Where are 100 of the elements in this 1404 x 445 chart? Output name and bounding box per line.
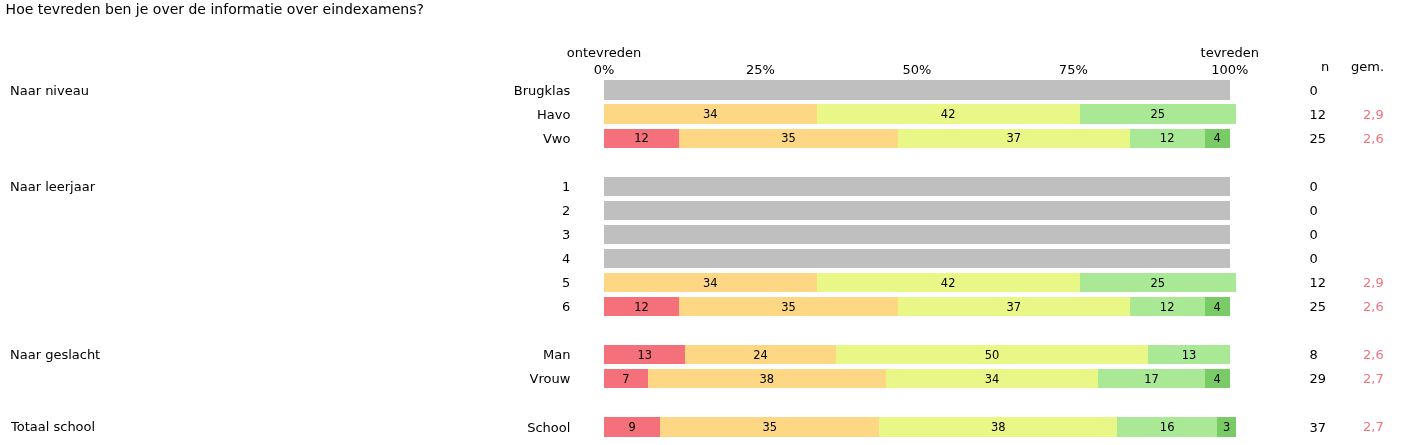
- text: 2,7: [1363, 371, 1384, 386]
- text: Naar niveau: [10, 83, 89, 98]
- data-label: 25: [1150, 275, 1166, 290]
- bar: [685, 345, 836, 365]
- data-label: 16: [1159, 419, 1175, 434]
- bar: [879, 417, 1118, 437]
- bar: [604, 224, 1230, 245]
- data-label: 12: [634, 131, 649, 146]
- bar: [604, 248, 1230, 269]
- x-tick-label: 75%: [1058, 62, 1088, 78]
- bar: [1217, 417, 1236, 437]
- data-label: 25: [1150, 107, 1166, 122]
- y2-tick-label: 0: [1309, 251, 1318, 267]
- y-tick-label: 2: [562, 202, 571, 218]
- data-label: 42: [940, 107, 956, 122]
- bar: [1079, 272, 1236, 293]
- y2-tick-label: 12: [1309, 275, 1327, 291]
- bar: [604, 200, 1230, 220]
- data-label: 38: [759, 371, 774, 386]
- text: 2,9: [1363, 107, 1384, 122]
- bar: [835, 345, 1149, 365]
- bar: [1117, 417, 1218, 437]
- y-tick-label: Havo: [537, 106, 571, 122]
- y2-tick-label: 29: [1309, 371, 1327, 387]
- data-label: 34: [984, 371, 1000, 386]
- bar: [1079, 104, 1236, 124]
- bar: [1148, 345, 1230, 365]
- y-tick-label: School: [527, 419, 571, 435]
- data-label: 7: [622, 371, 630, 386]
- data-label: 34: [703, 275, 718, 290]
- bar: [679, 297, 899, 317]
- data-label: 35: [781, 131, 796, 146]
- y-tick-label: 3: [562, 226, 571, 242]
- text: n: [1321, 59, 1330, 74]
- y2-tick-label: 0: [1309, 178, 1318, 194]
- data-label: 42: [940, 275, 956, 290]
- bar: [604, 104, 817, 124]
- bar: [898, 297, 1130, 317]
- x-tick-label: ontevreden 0%: [566, 45, 642, 78]
- x-tick-label: 25%: [745, 62, 775, 78]
- y-tick-label: Vwo: [542, 130, 571, 146]
- x-tick-label: 50%: [902, 62, 932, 78]
- bar: [679, 128, 899, 148]
- text: Naar geslacht: [10, 347, 101, 362]
- bar: [604, 297, 680, 317]
- text: Hoe tevreden ben je over de informatie over eindexamens?: [5, 1, 424, 18]
- data-label: 13: [637, 347, 652, 362]
- y2-tick-label: 0: [1309, 82, 1318, 98]
- y-tick-label: 5: [562, 275, 571, 291]
- bar: [660, 417, 880, 437]
- text: 2,6: [1363, 347, 1384, 362]
- bar: [604, 272, 817, 293]
- x-tick-label: tevreden 100%: [1200, 45, 1259, 78]
- y2-tick-label: 37: [1309, 419, 1327, 435]
- data-label: 3: [1222, 419, 1231, 434]
- data-label: 17: [1144, 371, 1159, 386]
- data-label: 12: [634, 299, 649, 314]
- text: 2,6: [1363, 299, 1384, 314]
- text: 2,9: [1363, 275, 1384, 290]
- bar: [604, 417, 661, 437]
- bar: [604, 128, 680, 148]
- bar: [816, 272, 1080, 293]
- text: Totaal school: [10, 419, 96, 434]
- text: 2,7: [1363, 419, 1384, 434]
- y-tick-label: Vrouw: [529, 371, 571, 387]
- text: Naar leerjaar: [10, 179, 96, 194]
- text: 2,6: [1363, 131, 1384, 146]
- data-label: 4: [1213, 299, 1221, 314]
- y2-tick-label: 8: [1309, 347, 1318, 363]
- bar: [1204, 369, 1230, 389]
- text: gem.: [1351, 59, 1385, 74]
- data-label: 13: [1181, 347, 1197, 362]
- data-label: 4: [1213, 131, 1221, 146]
- data-label: 38: [990, 419, 1006, 434]
- y-tick-label: 4: [562, 251, 571, 267]
- bar: [1129, 297, 1205, 317]
- data-label: 4: [1213, 371, 1221, 386]
- data-label: 24: [753, 347, 768, 362]
- y-tick-label: 6: [562, 299, 571, 315]
- y2-tick-label: 0: [1309, 226, 1318, 242]
- bar: [1129, 128, 1205, 148]
- data-label: 35: [781, 299, 796, 314]
- data-label: 37: [1006, 299, 1022, 314]
- bar: [885, 369, 1099, 389]
- data-label: 12: [1159, 131, 1175, 146]
- y-tick-label: 1: [562, 178, 571, 194]
- data-label: 35: [762, 419, 778, 434]
- bar: [604, 176, 1230, 196]
- bar: [816, 104, 1080, 124]
- y2-tick-label: 25: [1309, 299, 1327, 315]
- bar: [604, 80, 1230, 100]
- data-label: 37: [1006, 131, 1022, 146]
- y2-tick-label: 12: [1309, 106, 1327, 122]
- y-tick-label: Man: [542, 347, 571, 363]
- data-label: 50: [984, 347, 1000, 362]
- y2-tick-label: 25: [1309, 130, 1327, 146]
- bar: [1098, 369, 1205, 389]
- data-label: 12: [1159, 299, 1175, 314]
- bar: [604, 345, 686, 365]
- bar: [1204, 297, 1230, 317]
